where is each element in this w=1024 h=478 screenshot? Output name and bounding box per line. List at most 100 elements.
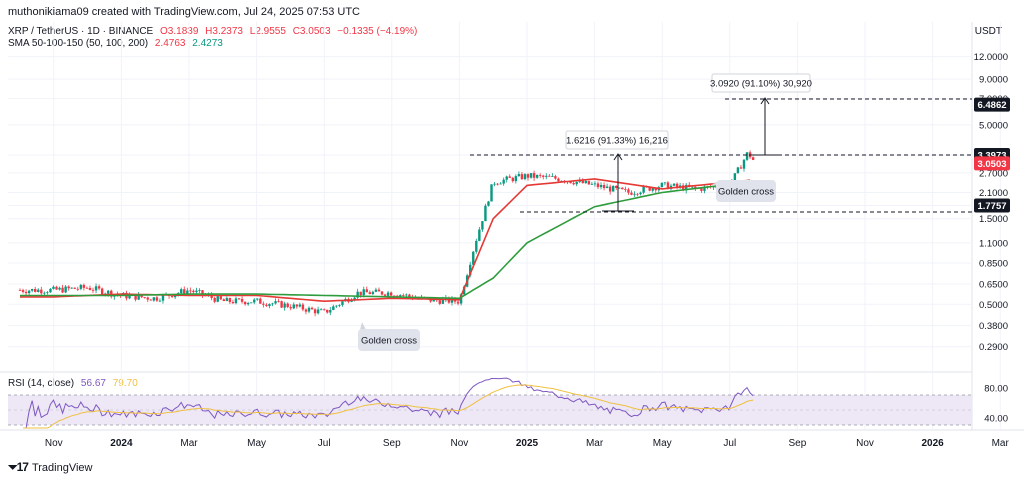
candle (259, 298, 262, 304)
candle (739, 167, 743, 169)
rsi-label[interactable]: RSI (14, close) (8, 378, 75, 389)
candle (310, 307, 314, 310)
candle (371, 291, 375, 295)
candle (225, 298, 229, 302)
symbol-name[interactable]: XRP / TetherUS · 1D · BINANCE (8, 26, 154, 37)
price-tick-label: 9.0000 (979, 75, 1008, 86)
candle (611, 185, 615, 192)
time-tick-label: Nov (451, 438, 469, 449)
candle (545, 175, 548, 177)
candle (170, 295, 174, 298)
candle (30, 288, 34, 291)
tradingview-footer[interactable]: ⏷17 TradingView (8, 460, 93, 475)
candle (359, 291, 362, 296)
candle (319, 309, 323, 311)
candle (356, 291, 359, 298)
candle (286, 303, 289, 308)
time-tick-label: Sep (789, 438, 807, 449)
candle (292, 304, 295, 309)
candle (593, 183, 597, 185)
rsi-axis[interactable]: 80.00 40.00 (984, 384, 1008, 425)
candle (134, 294, 137, 300)
candle (402, 295, 405, 296)
candle (532, 173, 536, 178)
candle (694, 186, 697, 189)
candle (88, 287, 92, 290)
candle (149, 299, 153, 301)
time-tick-label: 2024 (110, 438, 133, 449)
candle (374, 289, 378, 292)
candle (192, 290, 195, 293)
candle (472, 251, 475, 265)
golden-cross-callout-2[interactable] (716, 180, 776, 202)
price-tick-label: 1.5000 (979, 214, 1008, 225)
candle (538, 174, 542, 176)
candle (91, 289, 95, 291)
rsi-tick-label: 40.00 (984, 414, 1008, 425)
price-tag (974, 198, 1010, 213)
candle (496, 183, 499, 185)
time-tick-label: May (653, 438, 672, 449)
candle (332, 306, 335, 311)
price-tick-label: 0.3800 (979, 321, 1008, 332)
candle (67, 286, 70, 289)
measure-label-1[interactable]: 3.0920 (91.10%) 30,920 (710, 79, 812, 90)
candle (691, 186, 694, 188)
candle (97, 286, 101, 289)
candle (222, 299, 226, 302)
candle (523, 174, 527, 180)
price-tag-label: 3.0503 (977, 159, 1006, 170)
currency-label[interactable]: USDT (974, 26, 1002, 37)
candle (459, 294, 463, 304)
candle (61, 287, 64, 293)
candle (46, 292, 49, 294)
candle (256, 298, 259, 300)
candle (173, 294, 177, 298)
price-tag-label: 6.4862 (977, 100, 1006, 111)
price-tick-label: 0.6500 (979, 279, 1008, 290)
candle (253, 299, 256, 303)
sma-label[interactable]: SMA 50-100-150 (50, 100, 200) (8, 38, 149, 49)
candle (365, 289, 368, 293)
ohlc-change: −0.1335 (−4.19%) (337, 26, 418, 37)
candle (742, 159, 746, 169)
measure-label-2[interactable]: 1.6216 (91.33%) 16,216 (566, 136, 668, 147)
candle (189, 290, 192, 292)
candle (502, 179, 505, 184)
price-tick-label: 5.0000 (979, 120, 1008, 131)
candle (186, 290, 189, 294)
candle (633, 193, 636, 195)
candle (271, 303, 274, 305)
candle (751, 157, 755, 160)
candle (572, 183, 575, 185)
price-tag (974, 156, 1010, 171)
candle (514, 176, 518, 182)
candle (18, 290, 22, 291)
candle (213, 297, 216, 302)
candle (341, 301, 344, 305)
golden-cross-callout-1[interactable] (358, 329, 420, 351)
golden-cross-label-1: Golden cross (361, 336, 417, 347)
candle (85, 287, 89, 289)
time-tick-label: Sep (383, 438, 401, 449)
candle (283, 303, 286, 308)
ohlc-close: C3.0503 (292, 26, 331, 37)
candle (599, 184, 603, 188)
candle (265, 304, 268, 306)
time-axis[interactable]: Nov 2024 Mar May Jul Sep Nov 2025 Mar May Jul Sep No… (45, 438, 1010, 449)
rsi-ma-line (23, 384, 754, 429)
creator-caption: muthonikiama09 created with TradingView.… (8, 6, 360, 18)
rsi-value-2: 79.70 (112, 378, 138, 389)
price-tick-label: 0.5000 (979, 300, 1008, 311)
candle (469, 264, 472, 276)
ohlc-high: H3.2373 (205, 26, 243, 37)
candle (326, 309, 329, 313)
rsi-tick-label: 80.00 (984, 384, 1008, 395)
price-tick-label: 0.2900 (979, 342, 1008, 353)
candle (678, 185, 682, 187)
candle (392, 295, 396, 297)
candle (441, 299, 445, 304)
candle (40, 289, 43, 294)
